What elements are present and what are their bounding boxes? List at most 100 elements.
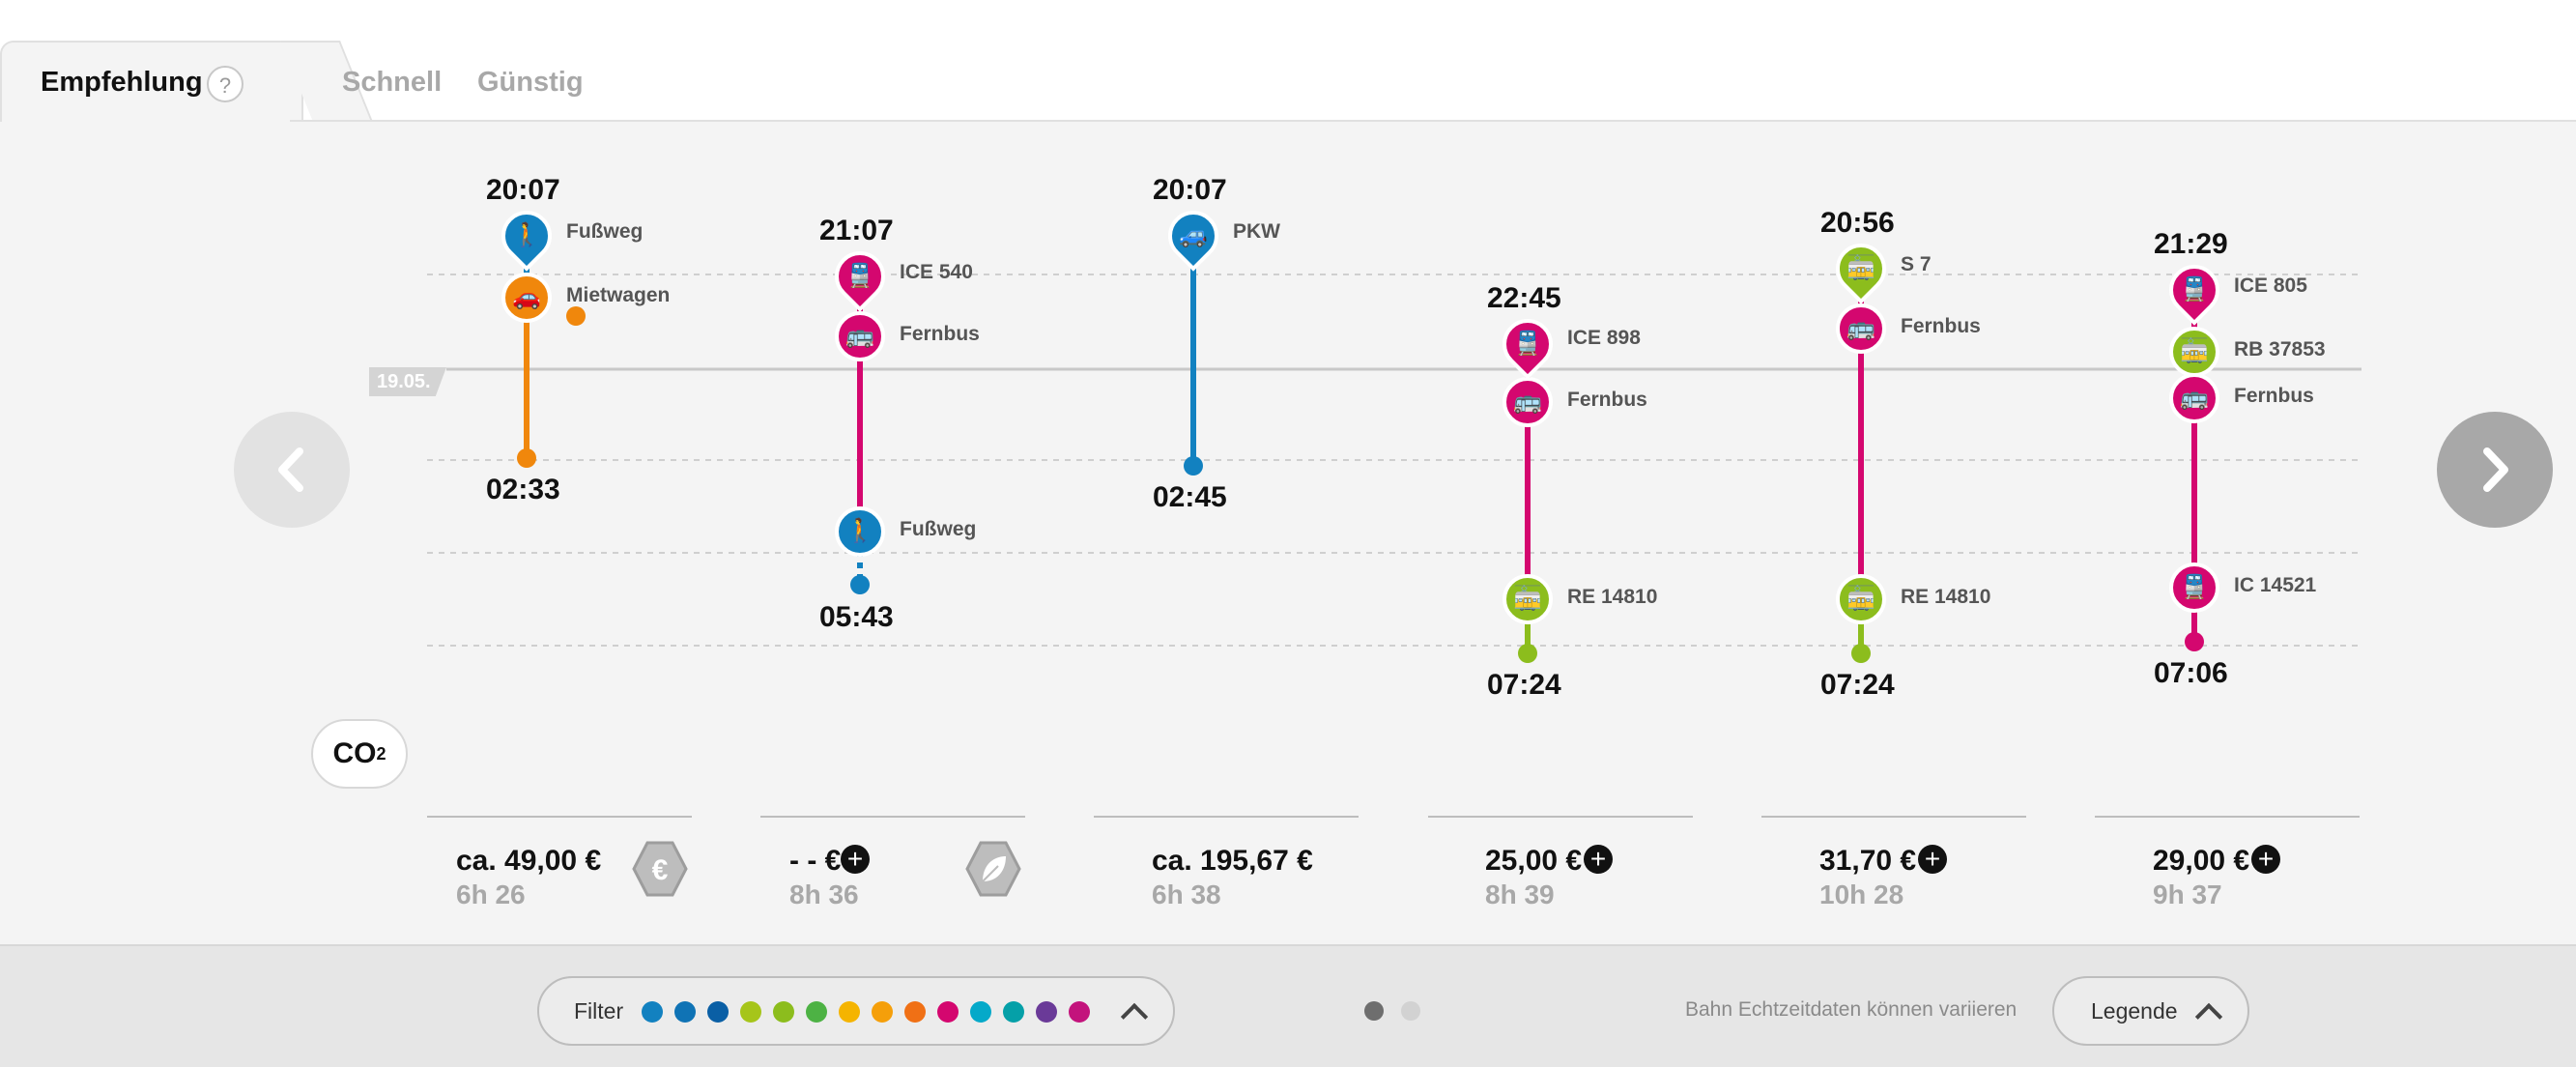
realtime-notice: Bahn Echtzeitdaten können variieren xyxy=(1685,998,2018,1021)
filter-dot[interactable] xyxy=(872,1001,893,1023)
segment-label: ICE 898 xyxy=(1567,327,1641,349)
regional-train-icon[interactable]: 🚋 xyxy=(1503,574,1553,624)
departure-time: 21:07 xyxy=(819,215,894,246)
svg-text:€: € xyxy=(652,854,669,886)
duration: 9h 37 xyxy=(2153,880,2222,909)
segment-label: PKW xyxy=(1233,220,1280,243)
filter-dot[interactable] xyxy=(674,1001,696,1023)
bus-icon[interactable]: 🚌 xyxy=(1836,303,1886,354)
add-icon[interactable]: + xyxy=(1918,845,1947,874)
route-3-end-dot xyxy=(1184,456,1203,476)
person-walking-icon[interactable]: 🚶 xyxy=(835,506,885,557)
duration: 6h 26 xyxy=(456,880,526,909)
co2-toggle-button[interactable]: CO 2 xyxy=(311,719,408,789)
date-tag: 19.05. xyxy=(369,367,446,396)
next-button[interactable] xyxy=(2437,412,2553,528)
tab-divider xyxy=(290,120,2576,122)
page-indicator[interactable] xyxy=(1401,1001,1420,1021)
regional-train-icon[interactable]: 🚋 xyxy=(2169,327,2219,377)
segment-label: ICE 805 xyxy=(2234,274,2307,297)
route-1-extra-dot xyxy=(566,306,586,326)
segment-label: RE 14810 xyxy=(1567,586,1658,608)
arrival-time: 05:43 xyxy=(819,601,894,633)
filter-dot[interactable] xyxy=(1003,1001,1024,1023)
chevron-right-icon xyxy=(2483,447,2508,492)
departure-time: 22:45 xyxy=(1487,282,1561,314)
filter-dot[interactable] xyxy=(707,1001,729,1023)
route-1-end-dot xyxy=(517,448,536,468)
filter-label: Filter xyxy=(574,998,624,1024)
regional-train-icon[interactable]: 🚋 xyxy=(1836,574,1886,624)
route-5-end-dot xyxy=(1851,644,1871,663)
euro-badge-icon: € xyxy=(632,841,688,897)
co2-subscript: 2 xyxy=(376,743,386,764)
legend-button[interactable] xyxy=(2052,976,2249,1046)
price: ca. 195,67 € xyxy=(1152,845,1313,877)
help-icon[interactable]: ? xyxy=(207,66,243,102)
duration: 10h 28 xyxy=(1819,880,1904,909)
segment-label: Fernbus xyxy=(1901,315,1981,337)
filter-dot[interactable] xyxy=(740,1001,761,1023)
duration: 6h 38 xyxy=(1152,880,1221,909)
segment-label: RB 37853 xyxy=(2234,338,2326,360)
bus-icon[interactable]: 🚌 xyxy=(1503,377,1553,427)
chevron-left-icon xyxy=(278,447,303,492)
arrival-time: 02:33 xyxy=(486,474,560,505)
departure-time: 21:29 xyxy=(2154,228,2228,260)
filter-dot[interactable] xyxy=(839,1001,860,1023)
filter-dot[interactable] xyxy=(773,1001,794,1023)
tab-bar: Empfehlung ? Schnell Günstig xyxy=(0,0,2576,124)
duration: 8h 36 xyxy=(789,880,859,909)
tab-guenstig[interactable]: Günstig xyxy=(477,67,584,98)
filter-dot[interactable] xyxy=(642,1001,663,1023)
tab-empfehlung[interactable] xyxy=(0,41,303,124)
segment-label: Fußweg xyxy=(566,220,644,243)
duration: 8h 39 xyxy=(1485,880,1555,909)
tab-empfehlung-label[interactable]: Empfehlung xyxy=(41,67,203,98)
train-icon[interactable]: 🚆 xyxy=(2169,562,2219,613)
page-indicator-active[interactable] xyxy=(1364,1001,1384,1021)
price: 29,00 € xyxy=(2153,845,2250,877)
segment-label: RE 14810 xyxy=(1901,586,1991,608)
arrival-time: 07:06 xyxy=(2154,657,2228,689)
filter-dot[interactable] xyxy=(970,1001,991,1023)
filter-dot[interactable] xyxy=(1036,1001,1057,1023)
bus-icon[interactable]: 🚌 xyxy=(835,311,885,361)
co2-label: CO xyxy=(332,737,377,769)
route-4-end-dot xyxy=(1518,644,1537,663)
departure-time: 20:56 xyxy=(1820,207,1895,239)
bus-icon[interactable]: 🚌 xyxy=(2169,373,2219,423)
add-icon[interactable]: + xyxy=(841,845,870,874)
add-icon[interactable]: + xyxy=(2251,845,2280,874)
price: - - € xyxy=(789,845,842,877)
price: 25,00 € xyxy=(1485,845,1583,877)
route-2-end-dot xyxy=(850,575,870,594)
segment-label: Fernbus xyxy=(1567,389,1647,411)
segment-label: Fußweg xyxy=(900,518,977,540)
price: 31,70 € xyxy=(1819,845,1917,877)
filter-dot[interactable] xyxy=(904,1001,926,1023)
segment-label: IC 14521 xyxy=(2234,574,2317,596)
departure-time: 20:07 xyxy=(1153,174,1227,206)
tab-schnell[interactable]: Schnell xyxy=(342,67,443,98)
previous-button[interactable] xyxy=(234,412,350,528)
segment-label: S 7 xyxy=(1901,253,1932,275)
filter-dot[interactable] xyxy=(937,1001,959,1023)
segment-label: Fernbus xyxy=(2234,385,2314,407)
rental-car-icon[interactable]: 🚗 xyxy=(501,273,552,323)
leaf-badge-icon xyxy=(965,841,1021,897)
legend-label: Legende xyxy=(2091,998,2178,1024)
segment-label: Mietwagen xyxy=(566,284,671,306)
arrival-time: 07:24 xyxy=(1487,669,1561,701)
timeline-panel xyxy=(0,122,2576,944)
filter-dot[interactable] xyxy=(1069,1001,1090,1023)
filter-dot[interactable] xyxy=(806,1001,827,1023)
departure-time: 20:07 xyxy=(486,174,560,206)
arrival-time: 02:45 xyxy=(1153,481,1227,513)
route-6-end-dot xyxy=(2185,632,2204,651)
add-icon[interactable]: + xyxy=(1584,845,1613,874)
arrival-time: 07:24 xyxy=(1820,669,1895,701)
price: ca. 49,00 € xyxy=(456,845,602,877)
